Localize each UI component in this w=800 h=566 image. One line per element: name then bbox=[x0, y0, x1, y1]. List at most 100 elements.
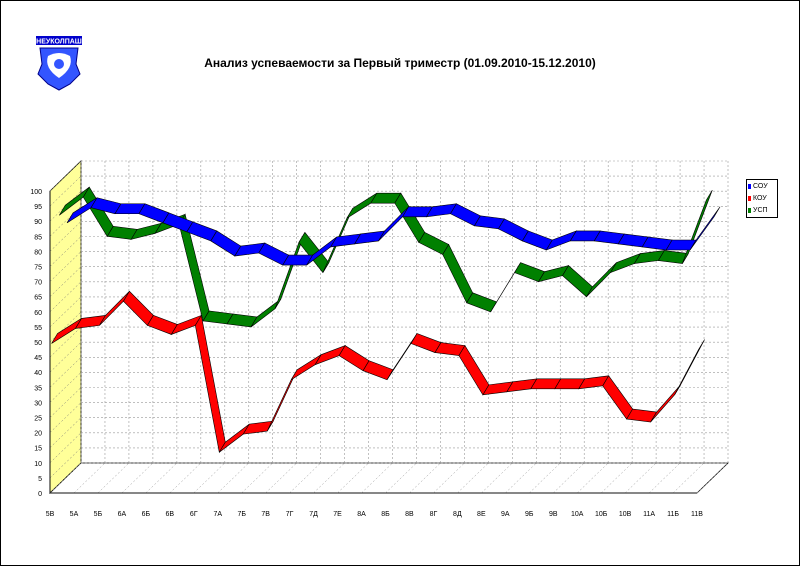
x-tick-label: 8Б bbox=[381, 511, 390, 518]
gridline-floor bbox=[145, 462, 178, 494]
legend-swatch-sou bbox=[748, 184, 751, 189]
x-tick-label: 7Б bbox=[237, 511, 246, 518]
gridline-floor bbox=[600, 462, 633, 494]
series-segment-КОУ bbox=[123, 290, 154, 326]
y-tick-label: 25 bbox=[34, 416, 42, 423]
y-tick-label: 80 bbox=[34, 249, 42, 256]
gridline-side bbox=[49, 160, 82, 192]
x-tick-label: 11Б bbox=[667, 511, 679, 518]
gridline-side bbox=[49, 402, 82, 433]
series-segment-УСП bbox=[682, 189, 713, 264]
y-tick-label: 0 bbox=[38, 491, 42, 498]
logo-lettering: НЕУКОЛПАШ bbox=[36, 39, 82, 46]
y-tick-label: 15 bbox=[34, 446, 42, 453]
legend-label-usp: УСП bbox=[753, 207, 768, 214]
gridline-floor bbox=[217, 462, 249, 494]
x-tick-label: 6В bbox=[166, 511, 175, 518]
x-tick-label: 7А bbox=[213, 511, 222, 518]
y-tick-label: 50 bbox=[34, 340, 42, 347]
y-tick-label: 40 bbox=[34, 370, 42, 377]
legend-item-kou: КОУ bbox=[747, 193, 777, 204]
gridline-side bbox=[49, 311, 82, 343]
x-tick-label: 9А bbox=[501, 511, 510, 518]
y-tick-label: 95 bbox=[34, 204, 42, 211]
gridline-side bbox=[49, 296, 82, 328]
legend-swatch-kou bbox=[748, 196, 751, 201]
x-tick-label: 9В bbox=[549, 511, 558, 518]
x-tick-label: 10А bbox=[571, 511, 584, 518]
x-tick-label: 6Г bbox=[190, 511, 198, 518]
y-tick-label: 35 bbox=[34, 385, 42, 392]
x-tick-label: 11А bbox=[643, 511, 655, 518]
gridline-floor bbox=[241, 462, 273, 494]
series-segment-КОУ bbox=[674, 339, 705, 396]
gridline-side bbox=[49, 387, 82, 418]
gridline-side bbox=[49, 417, 82, 448]
series-segment-КОУ bbox=[195, 314, 226, 454]
series-segment-КОУ bbox=[99, 291, 130, 326]
series-segment-СОУ bbox=[210, 230, 242, 257]
gridline-side bbox=[49, 357, 82, 388]
x-tick-label: 7В bbox=[261, 511, 270, 518]
y-tick-label: 20 bbox=[34, 431, 42, 438]
y-tick-label: 30 bbox=[34, 400, 42, 407]
gridline-side bbox=[49, 432, 82, 463]
series-segment-УСП bbox=[346, 192, 378, 219]
x-tick-label: 5Б bbox=[94, 511, 103, 518]
series-segment-СОУ bbox=[330, 233, 362, 248]
gridline-floor bbox=[624, 462, 657, 494]
series-segment-УСП bbox=[442, 243, 474, 304]
series-segment-КОУ bbox=[650, 384, 681, 423]
gridline-side bbox=[49, 175, 82, 207]
gridline-floor bbox=[696, 462, 729, 494]
x-tick-label: 11В bbox=[691, 511, 703, 518]
gridline-side bbox=[49, 221, 82, 252]
x-tick-label: 7Е bbox=[333, 511, 342, 518]
series-segment-УСП bbox=[633, 250, 665, 264]
gridline-floor bbox=[433, 462, 465, 494]
gridline-floor bbox=[409, 462, 441, 494]
x-tick-label: 9Б bbox=[525, 511, 534, 518]
series-segment-СОУ bbox=[497, 218, 529, 242]
gridline-floor bbox=[265, 462, 297, 494]
gridline-side bbox=[49, 266, 82, 297]
series-segment-СОУ bbox=[450, 203, 481, 227]
x-tick-label: 8Д bbox=[453, 511, 462, 518]
y-tick-label: 75 bbox=[34, 265, 42, 272]
x-tick-label: 8В bbox=[405, 511, 414, 518]
gridline-side bbox=[49, 447, 82, 479]
x-tick-label: 5В bbox=[46, 511, 55, 518]
y-tick-label: 5 bbox=[38, 476, 42, 483]
gridline-side bbox=[49, 281, 82, 312]
gridline-floor bbox=[97, 462, 130, 494]
gridline-floor bbox=[49, 462, 82, 494]
series-segment-КОУ bbox=[338, 345, 370, 372]
x-tick-label: 7Г bbox=[286, 511, 294, 518]
gridline-side bbox=[49, 372, 82, 403]
gridline-floor bbox=[672, 462, 705, 494]
series-segment-СОУ bbox=[378, 206, 409, 242]
y-tick-label: 10 bbox=[34, 461, 42, 468]
legend-swatch-usp bbox=[748, 208, 751, 213]
legend-item-sou: СОУ bbox=[747, 181, 777, 192]
y-tick-label: 55 bbox=[34, 325, 42, 332]
series-segment-УСП bbox=[250, 298, 282, 328]
y-tick-label: 45 bbox=[34, 355, 42, 362]
gridline-floor bbox=[481, 462, 513, 494]
gridline-floor bbox=[169, 462, 201, 494]
gridline-floor bbox=[505, 462, 537, 494]
x-tick-label: 7Д bbox=[309, 511, 318, 518]
x-tick-label: 8А bbox=[357, 511, 366, 518]
legend-label-kou: КОУ bbox=[753, 195, 767, 202]
gridline-side bbox=[49, 342, 82, 373]
series-segment-КОУ bbox=[290, 354, 322, 381]
series-segment-КОУ bbox=[506, 378, 538, 393]
series-segment-СОУ bbox=[689, 206, 721, 251]
y-tick-label: 100 bbox=[30, 189, 42, 196]
y-tick-label: 85 bbox=[34, 234, 42, 241]
gridline-side bbox=[49, 206, 82, 237]
x-tick-label: 6А bbox=[118, 511, 127, 518]
series-segment-КОУ bbox=[602, 375, 634, 420]
gridline-floor bbox=[361, 462, 393, 494]
